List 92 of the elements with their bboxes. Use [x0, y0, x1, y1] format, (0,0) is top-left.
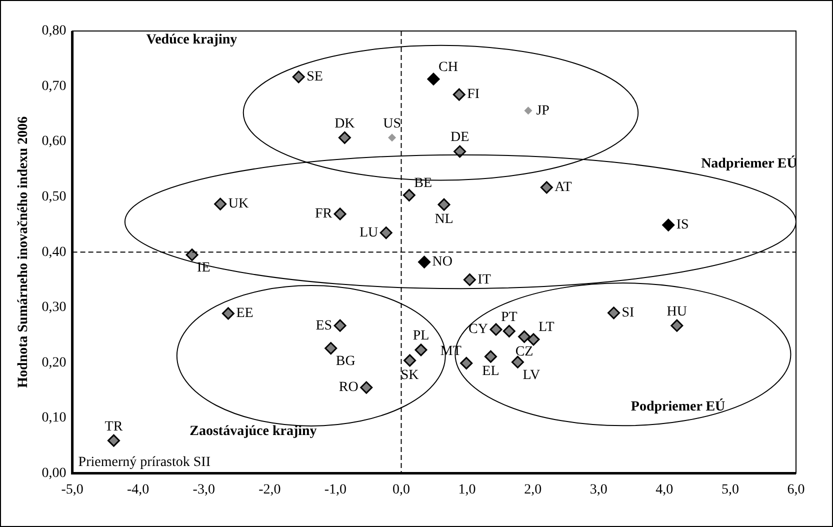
annotation: HU [666, 304, 688, 320]
point [404, 354, 416, 367]
annotation: Priemerný prírastok SII [78, 454, 211, 470]
y-tick-label: 0,30 [42, 300, 66, 316]
annotation: CY [468, 322, 488, 338]
point [338, 131, 351, 144]
x-tick-label: -3,0 [192, 482, 215, 498]
point [380, 226, 392, 240]
annotation: LV [522, 368, 540, 383]
point [402, 188, 416, 202]
x-tick-label: 0,0 [392, 482, 410, 498]
annotation: JP [536, 103, 550, 118]
annotation: SE [306, 70, 323, 85]
annotation: Nadpriemer EÚ [701, 154, 797, 172]
annotation: EL [482, 364, 500, 380]
point [502, 324, 516, 338]
x-tick-label: -4,0 [127, 482, 150, 498]
annotation: BE [414, 176, 432, 191]
point [427, 72, 440, 86]
point [484, 350, 497, 363]
x-tick-label: 1,0 [458, 482, 476, 498]
annotation: PL [412, 328, 430, 344]
annotation: SK [400, 368, 419, 384]
x-tick-label: 6,0 [787, 482, 805, 498]
y-tick-label: 0,20 [42, 355, 66, 370]
x-tick-label: -1,0 [324, 482, 347, 498]
x-tick-label: 3,0 [590, 482, 608, 498]
x-tick-label: 5,0 [721, 482, 739, 498]
annotation: SI [622, 306, 635, 321]
annotation: IT [478, 272, 492, 288]
annotation: Vedúce krajiny [146, 32, 238, 48]
annotation: TR [104, 419, 124, 434]
annotation: AT [554, 180, 572, 196]
annotation: Podpriemer EÚ [630, 397, 726, 414]
point [324, 342, 338, 355]
annotation: CZ [515, 344, 534, 360]
annotation: DK [334, 116, 355, 132]
annotation: ES [316, 318, 332, 334]
point [418, 256, 431, 268]
point [214, 198, 227, 210]
point [524, 106, 532, 115]
point [662, 218, 675, 232]
point [518, 330, 531, 343]
annotation: DE [450, 130, 470, 146]
point [463, 273, 476, 286]
x-tick-label: -5,0 [61, 482, 84, 498]
point [388, 134, 396, 142]
point [490, 323, 502, 336]
annotation: FR [314, 206, 333, 222]
annotation: NO [432, 254, 453, 270]
point [222, 307, 234, 320]
point [414, 344, 428, 356]
point [527, 333, 540, 346]
y-tick-label: 0,60 [42, 134, 66, 150]
annotation: PT [500, 310, 518, 325]
point [360, 381, 373, 394]
annotation: EE [236, 306, 254, 322]
y-tick-label: 0,40 [42, 244, 66, 260]
x-tick-label: 4,0 [656, 482, 674, 498]
point [334, 319, 346, 332]
y-tick-label: 0,50 [42, 189, 66, 204]
annotation: FI [467, 87, 480, 102]
x-tick-label: 2,0 [524, 482, 542, 498]
point [460, 356, 473, 370]
annotation: IS [676, 218, 689, 233]
annotation: IE [197, 260, 210, 276]
annotation: US [383, 116, 401, 132]
point [454, 145, 466, 158]
point [511, 356, 524, 368]
annotation: NL [434, 212, 454, 228]
y-tick-label: 0,80 [42, 24, 66, 39]
y-tick-label: 0,10 [42, 410, 66, 426]
point [334, 208, 346, 220]
y-tick-label: 0,00 [42, 466, 66, 481]
point [186, 248, 198, 262]
annotation: UK [228, 196, 249, 212]
point [292, 70, 305, 84]
y-tick-label: 0,70 [42, 78, 66, 94]
annotation: LT [538, 320, 555, 336]
point [452, 88, 466, 101]
annotation: LU [359, 225, 378, 240]
point [108, 434, 120, 447]
annotation: Zaostávajúce krajiny [190, 424, 317, 439]
point [438, 198, 450, 211]
point [670, 319, 684, 332]
x-tick-label: -2,0 [258, 482, 281, 498]
annotation: RO [338, 380, 358, 396]
annotation: BG [336, 354, 356, 369]
point [540, 181, 553, 194]
y-axis-title: Hodnota Sumárneho inovačného indexu 2006 [16, 116, 32, 388]
point [608, 306, 620, 320]
annotation: CH [438, 60, 458, 75]
